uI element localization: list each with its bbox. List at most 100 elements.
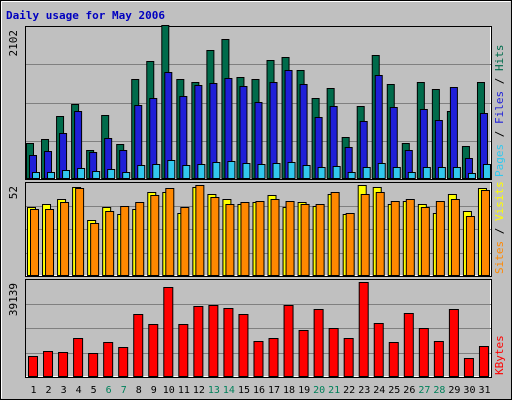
- bar-kbytes-day-1: [28, 356, 38, 377]
- x-tick-label-31: 31: [478, 385, 490, 396]
- bar-sites-day-14: [225, 204, 235, 276]
- bar-kbytes-day-29: [448, 309, 459, 377]
- bar-sites-day-2: [45, 209, 55, 276]
- bar-pages-day-11: [182, 165, 191, 179]
- legend-item: Hits: [493, 45, 506, 72]
- x-tick-label-1: 1: [31, 385, 37, 396]
- legend-item: Files: [493, 91, 506, 124]
- bar-sites-day-1: [30, 209, 39, 276]
- bar-kbytes-day-30: [463, 358, 474, 377]
- bar-pages-day-30: [467, 173, 476, 179]
- y-max-label-bottom: 39139: [7, 283, 20, 316]
- bar-pages-day-16: [257, 164, 266, 179]
- x-tick-label-27: 27: [418, 385, 430, 396]
- bar-pages-day-7: [122, 172, 131, 179]
- bar-pages-day-25: [392, 167, 401, 179]
- bar-sites-day-26: [405, 199, 415, 276]
- bar-sites-day-21: [330, 192, 340, 276]
- bar-kbytes-day-21: [328, 328, 339, 377]
- x-tick-label-10: 10: [163, 385, 175, 396]
- bar-kbytes-day-8: [133, 314, 144, 377]
- x-tick-label-16: 16: [253, 385, 265, 396]
- legend-separator: /: [493, 221, 506, 241]
- bar-pages-day-24: [377, 163, 386, 179]
- bar-sites-day-19: [300, 204, 310, 276]
- bar-kbytes-day-11: [178, 324, 189, 377]
- bar-kbytes-day-14: [223, 308, 234, 377]
- bar-sites-day-23: [360, 194, 370, 276]
- y-max-label-top: 2102: [7, 30, 20, 57]
- bar-kbytes-day-17: [268, 338, 279, 377]
- bar-sites-day-22: [345, 213, 355, 276]
- x-tick-label-5: 5: [91, 385, 97, 396]
- x-tick-label-29: 29: [448, 385, 460, 396]
- bar-sites-day-12: [195, 185, 205, 276]
- bar-sites-day-4: [75, 188, 85, 276]
- bar-pages-day-20: [317, 167, 326, 179]
- bar-sites-day-13: [210, 197, 220, 276]
- bar-pages-day-15: [242, 163, 251, 179]
- bar-kbytes-day-5: [88, 353, 99, 377]
- bar-sites-day-8: [135, 202, 145, 276]
- bar-kbytes-day-13: [208, 305, 219, 377]
- bar-kbytes-day-20: [313, 309, 324, 377]
- bar-kbytes-day-24: [373, 323, 384, 377]
- bar-kbytes-day-10: [163, 287, 174, 377]
- bar-kbytes-day-16: [253, 341, 264, 377]
- x-tick-label-6: 6: [106, 385, 112, 396]
- bar-pages-day-5: [92, 171, 101, 179]
- bar-pages-day-14: [227, 161, 236, 179]
- bar-kbytes-day-6: [103, 342, 114, 377]
- x-tick-label-13: 13: [208, 385, 220, 396]
- x-tick-label-23: 23: [358, 385, 370, 396]
- x-tick-label-11: 11: [178, 385, 190, 396]
- bar-sites-day-30: [465, 216, 475, 276]
- legend-middle: Sites / Visits: [493, 181, 506, 274]
- bar-pages-day-2: [47, 172, 56, 179]
- x-tick-label-24: 24: [373, 385, 385, 396]
- bar-kbytes-day-27: [418, 328, 429, 377]
- bar-sites-day-28: [435, 201, 445, 276]
- bar-kbytes-day-28: [433, 341, 444, 377]
- bar-pages-day-29: [452, 167, 461, 179]
- bar-sites-day-11: [180, 207, 190, 276]
- bar-pages-day-8: [137, 165, 146, 179]
- bar-pages-day-26: [407, 172, 416, 179]
- bar-kbytes-day-12: [193, 306, 204, 377]
- bar-sites-day-18: [285, 201, 295, 276]
- bar-pages-day-3: [62, 170, 71, 179]
- legend-item: KBytes: [493, 335, 506, 375]
- y-max-label-middle: 52: [7, 186, 20, 199]
- x-tick-label-4: 4: [76, 385, 82, 396]
- bar-sites-day-9: [150, 195, 160, 276]
- x-tick-label-30: 30: [463, 385, 475, 396]
- legend-item: Pages: [493, 144, 506, 177]
- bar-pages-day-27: [422, 167, 431, 179]
- bar-pages-day-9: [152, 164, 161, 179]
- x-tick-label-20: 20: [313, 385, 325, 396]
- x-tick-label-21: 21: [328, 385, 340, 396]
- bar-kbytes-day-19: [298, 330, 309, 377]
- bar-sites-day-27: [420, 207, 430, 276]
- bar-pages-day-21: [332, 166, 341, 179]
- bar-sites-day-20: [315, 204, 325, 276]
- bar-sites-day-31: [480, 190, 490, 276]
- bar-sites-day-10: [165, 188, 175, 276]
- bar-sites-day-7: [120, 206, 130, 276]
- bar-pages-day-6: [107, 169, 116, 179]
- bar-kbytes-day-9: [148, 324, 159, 377]
- bar-files-day-29: [449, 87, 458, 179]
- x-tick-label-19: 19: [298, 385, 310, 396]
- legend-bottom: KBytes: [493, 335, 506, 375]
- legend-separator: /: [493, 71, 506, 91]
- bar-kbytes-day-22: [343, 338, 354, 377]
- bar-kbytes-day-4: [73, 338, 84, 377]
- bar-sites-day-25: [390, 201, 400, 276]
- bar-kbytes-day-18: [283, 305, 294, 377]
- chart-title: Daily usage for May 2006: [6, 9, 165, 22]
- x-tick-label-12: 12: [193, 385, 205, 396]
- x-tick-label-8: 8: [136, 385, 142, 396]
- bar-pages-day-12: [197, 164, 206, 179]
- x-tick-label-28: 28: [433, 385, 445, 396]
